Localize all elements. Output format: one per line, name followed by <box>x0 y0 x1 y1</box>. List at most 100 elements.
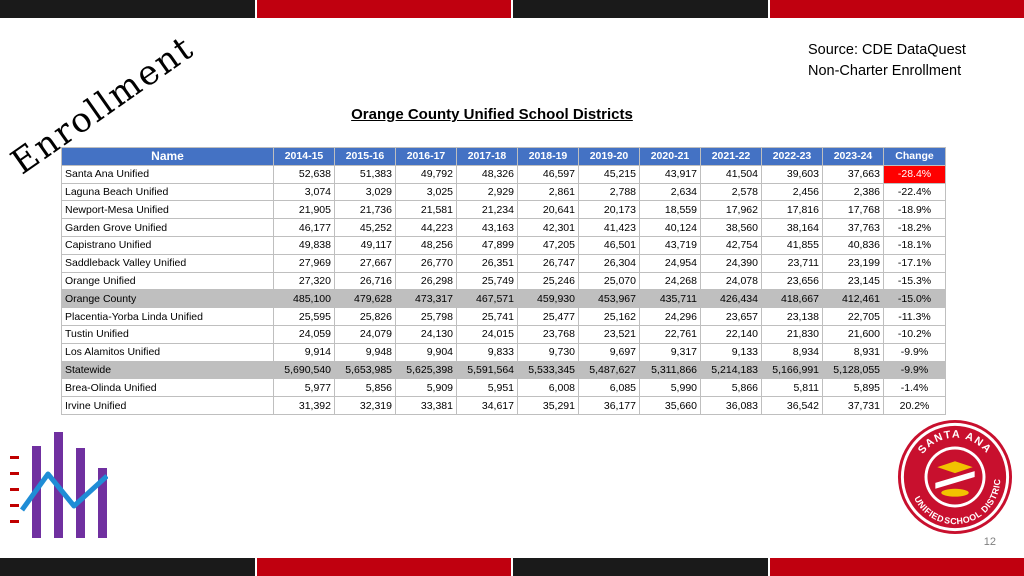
enrollment-cell: 9,948 <box>334 342 396 362</box>
enrollment-cell: 47,899 <box>456 235 518 255</box>
enrollment-cell: 9,833 <box>456 342 518 362</box>
enrollment-cell: 435,711 <box>639 289 701 309</box>
enrollment-cell: 8,934 <box>761 342 823 362</box>
district-name-cell: Orange County <box>61 289 274 309</box>
enrollment-cell: 37,763 <box>822 218 884 237</box>
table-row: Saddleback Valley Unified 27,969 27,667 26,… <box>61 253 946 273</box>
enrollment-cell: 37,731 <box>822 396 884 415</box>
santa-ana-usd-seal: SANTA ANA UNIFIED SCHOOL DISTRICT <box>896 418 1013 535</box>
bottom-color-band <box>0 558 1024 576</box>
enrollment-cell: 5,311,866 <box>639 360 701 380</box>
enrollment-cell: 24,296 <box>639 307 701 326</box>
enrollment-cell: 23,199 <box>822 253 884 273</box>
enrollment-cell: 17,962 <box>700 200 762 220</box>
enrollment-cell: 25,826 <box>334 307 396 326</box>
enrollment-table: Name 2014-15 2015-16 2016-17 2017-18 2018-19 2… <box>61 147 946 415</box>
enrollment-cell: 41,504 <box>700 164 762 184</box>
district-name-cell: Saddleback Valley Unified <box>61 253 274 273</box>
enrollment-cell: 2,788 <box>578 182 640 202</box>
column-header-year: 2021-22 <box>700 147 762 166</box>
enrollment-cell: 9,697 <box>578 342 640 362</box>
enrollment-cell: 46,597 <box>517 164 579 184</box>
enrollment-cell: 49,117 <box>334 235 396 255</box>
enrollment-cell: 36,542 <box>761 396 823 415</box>
enrollment-cell: 5,166,991 <box>761 360 823 380</box>
enrollment-cell: 40,124 <box>639 218 701 237</box>
enrollment-cell: 24,079 <box>334 324 396 344</box>
enrollment-cell: 21,600 <box>822 324 884 344</box>
enrollment-cell: 40,836 <box>822 235 884 255</box>
table-row: Los Alamitos Unified 9,914 9,948 9,904 9,833… <box>61 342 946 362</box>
enrollment-cell: 25,749 <box>456 271 518 291</box>
enrollment-cell: 23,657 <box>700 307 762 326</box>
table-row: Orange Unified 27,320 26,716 26,298 25,749 25… <box>61 271 946 291</box>
enrollment-cell: 2,578 <box>700 182 762 202</box>
change-cell: -18.9% <box>883 200 946 220</box>
district-name-cell: Capistrano Unified <box>61 235 274 255</box>
enrollment-cell: 21,905 <box>273 200 335 220</box>
enrollment-cell: 467,571 <box>456 289 518 309</box>
enrollment-cell: 23,521 <box>578 324 640 344</box>
column-header-year: 2017-18 <box>456 147 518 166</box>
source-note: Source: CDE DataQuest Non-Charter Enroll… <box>808 40 966 82</box>
enrollment-cell: 2,456 <box>761 182 823 202</box>
enrollment-cell: 39,603 <box>761 164 823 184</box>
enrollment-cell: 41,423 <box>578 218 640 237</box>
enrollment-cell: 453,967 <box>578 289 640 309</box>
enrollment-cell: 43,163 <box>456 218 518 237</box>
column-header-year: 2020-21 <box>639 147 701 166</box>
enrollment-cell: 26,304 <box>578 253 640 273</box>
enrollment-cell: 20,641 <box>517 200 579 220</box>
change-cell: -9.9% <box>883 342 946 362</box>
change-cell: -28.4% <box>883 164 946 184</box>
enrollment-cell: 24,130 <box>395 324 457 344</box>
enrollment-cell: 22,761 <box>639 324 701 344</box>
table-row: Statewide 5,690,540 5,653,985 5,625,398 5,59… <box>61 360 946 380</box>
change-cell: -18.2% <box>883 218 946 237</box>
table-title: Orange County Unified School Districts <box>351 106 633 123</box>
enrollment-cell: 26,298 <box>395 271 457 291</box>
enrollment-cell: 23,768 <box>517 324 579 344</box>
enrollment-cell: 45,215 <box>578 164 640 184</box>
enrollment-cell: 3,025 <box>395 182 457 202</box>
dash-marks <box>10 456 19 523</box>
enrollment-cell: 24,059 <box>273 324 335 344</box>
enrollment-cell: 5,856 <box>334 378 396 398</box>
enrollment-cell: 5,895 <box>822 378 884 398</box>
enrollment-cell: 21,234 <box>456 200 518 220</box>
district-name-cell: Garden Grove Unified <box>61 218 274 237</box>
enrollment-cell: 26,770 <box>395 253 457 273</box>
enrollment-cell: 25,246 <box>517 271 579 291</box>
source-line-1: Source: CDE DataQuest <box>808 42 966 58</box>
change-cell: -17.1% <box>883 253 946 273</box>
enrollment-cell: 9,730 <box>517 342 579 362</box>
enrollment-cell: 2,386 <box>822 182 884 202</box>
page-number: 12 <box>983 536 996 548</box>
table-row: Brea-Olinda Unified 5,977 5,856 5,909 5,951 6… <box>61 378 946 398</box>
enrollment-cell: 418,667 <box>761 289 823 309</box>
column-header-name: Name <box>61 147 274 166</box>
district-name-cell: Tustin Unified <box>61 324 274 344</box>
table-row: Garden Grove Unified 46,177 45,252 44,223 43… <box>61 218 946 237</box>
enrollment-cell: 37,663 <box>822 164 884 184</box>
enrollment-cell: 42,754 <box>700 235 762 255</box>
enrollment-cell: 36,177 <box>578 396 640 415</box>
enrollment-cell: 26,716 <box>334 271 396 291</box>
enrollment-cell: 35,660 <box>639 396 701 415</box>
enrollment-cell: 5,625,398 <box>395 360 457 380</box>
enrollment-cell: 485,100 <box>273 289 335 309</box>
enrollment-cell: 5,653,985 <box>334 360 396 380</box>
column-header-year: 2022-23 <box>761 147 823 166</box>
enrollment-cell: 5,811 <box>761 378 823 398</box>
enrollment-cell: 27,320 <box>273 271 335 291</box>
enrollment-cell: 473,317 <box>395 289 457 309</box>
table-row: Capistrano Unified 49,838 49,117 48,256 47,8… <box>61 235 946 255</box>
band-segment <box>0 0 255 18</box>
enrollment-cell: 24,015 <box>456 324 518 344</box>
column-header-change: Change <box>883 147 946 166</box>
column-header-year: 2014-15 <box>273 147 335 166</box>
enrollment-cell: 41,855 <box>761 235 823 255</box>
enrollment-cell: 5,533,345 <box>517 360 579 380</box>
change-cell: -11.3% <box>883 307 946 326</box>
enrollment-cell: 6,085 <box>578 378 640 398</box>
